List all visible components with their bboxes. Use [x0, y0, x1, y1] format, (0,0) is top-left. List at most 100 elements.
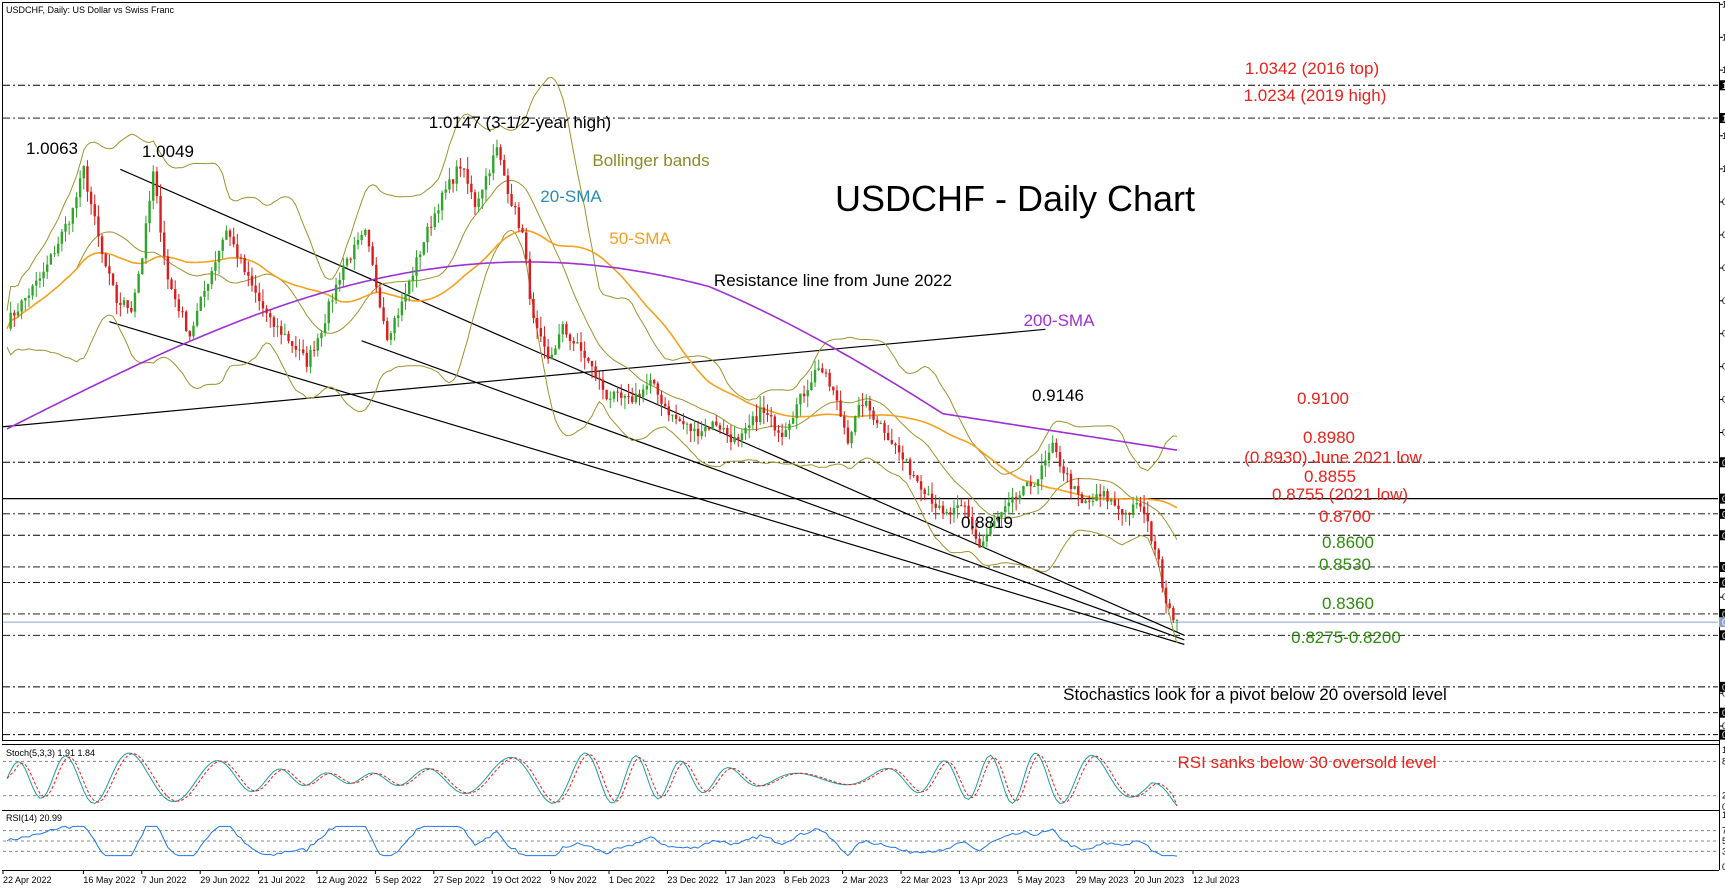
candle-body: [952, 508, 956, 515]
candle-body: [16, 311, 20, 316]
candle-body: [945, 512, 948, 514]
candle-body: [1029, 482, 1032, 487]
candle-body: [320, 332, 323, 339]
candle-body: [773, 416, 777, 431]
annotation-label: 0.8360: [1322, 594, 1374, 613]
candle-body: [115, 285, 118, 303]
candle-body: [440, 192, 444, 211]
candle-body: [813, 369, 817, 383]
candle-body: [656, 383, 660, 395]
highlighted-price-label: 1.02340: [1722, 114, 1725, 124]
candle-body: [503, 159, 506, 176]
candle-body: [919, 481, 923, 490]
candle-body: [930, 493, 934, 504]
candle-body: [31, 285, 34, 296]
candle-body: [298, 349, 301, 351]
stoch-axis-label: 80.00: [1722, 756, 1725, 766]
price-axis-label: 1.01755: [1722, 131, 1725, 141]
candle-body: [1150, 521, 1153, 542]
annotation-label: 50-SMA: [609, 229, 671, 248]
time-axis-label: 8 Feb 2023: [784, 875, 830, 885]
annotation-label: 0.8275-0.8200: [1291, 628, 1401, 647]
candle-body: [916, 475, 919, 482]
candle-body: [897, 445, 901, 453]
highlighted-price-box: [1719, 561, 1725, 572]
candle-body: [148, 200, 151, 224]
candle-body: [766, 412, 769, 416]
candle-body: [561, 324, 564, 335]
candle-body: [949, 512, 952, 515]
candle-body: [334, 284, 338, 301]
candle-body: [64, 223, 67, 232]
candle-body: [514, 205, 517, 208]
time-axis-label: 16 May 2022: [83, 875, 135, 885]
highlighted-price-box: [1719, 729, 1725, 740]
candle-body: [875, 419, 879, 424]
rsi-axis-label: 0.00: [1722, 862, 1725, 872]
candle-body: [104, 254, 107, 267]
candle-body: [20, 300, 23, 312]
highlighted-price-box: [1719, 630, 1725, 641]
candle-body: [960, 505, 963, 507]
candle-body: [27, 295, 31, 298]
candle-body: [1124, 512, 1128, 515]
candle-body: [35, 280, 38, 286]
candle-body: [1011, 496, 1014, 503]
candle-body: [689, 423, 692, 432]
candle-body: [331, 300, 334, 302]
annotation-label: 1.0147 (3-1/2-year high): [429, 113, 611, 132]
highlighted-price-label: 0.87036: [1722, 578, 1725, 588]
candle-body: [82, 166, 85, 179]
price-axis-label: 0.94150: [1722, 362, 1725, 372]
highlighted-price-box: [1719, 681, 1725, 692]
highlighted-price-label: 0.86003: [1722, 609, 1725, 619]
highlighted-price-box: [1719, 113, 1725, 124]
annotation-label: 20-SMA: [540, 187, 602, 206]
time-axis-label: 13 Apr 2023: [959, 875, 1008, 885]
candle-body: [989, 526, 992, 535]
time-axis-label: 22 Apr 2022: [3, 875, 52, 885]
candle-body: [386, 321, 389, 340]
candle-body: [824, 372, 828, 374]
annotation-label: 0.8819: [961, 513, 1013, 532]
candle-body: [1128, 512, 1131, 515]
candle-body: [477, 198, 480, 208]
candle-body: [173, 289, 177, 300]
candle-body: [400, 301, 404, 316]
annotation-label: 0.8855: [1304, 467, 1356, 486]
highlighted-price-box: [1719, 608, 1725, 619]
candle-body: [130, 307, 133, 312]
candle-body: [883, 423, 886, 433]
candle-body: [707, 426, 711, 430]
time-axis-label: 5 May 2023: [1018, 875, 1065, 885]
candle-body: [1062, 466, 1065, 474]
candle-body: [517, 207, 521, 228]
candle-body: [100, 236, 104, 255]
candle-body: [729, 434, 733, 443]
highlighted-price-label: 0.89802: [1722, 494, 1725, 504]
candle-body: [316, 338, 319, 351]
candle-body: [232, 236, 235, 245]
time-axis-label: 19 Oct 2022: [492, 875, 541, 885]
candle-body: [543, 336, 546, 347]
candle-body: [108, 266, 111, 274]
candle-body: [210, 270, 213, 285]
candle-body: [879, 423, 883, 425]
candle-body: [484, 176, 488, 190]
candle-body: [166, 256, 170, 280]
candle-body: [495, 147, 499, 156]
candle-body: [868, 400, 872, 411]
candle-body: [645, 385, 649, 390]
highlighted-price-box: [1719, 457, 1725, 468]
candle-body: [93, 204, 96, 217]
stoch-indicator-info: Stoch(5,3,3) 1.91 1.84: [6, 748, 95, 758]
candle-body: [345, 258, 349, 266]
candle-body: [119, 302, 122, 305]
candle-body: [1033, 486, 1036, 488]
time-axis-label: 23 Dec 2022: [667, 875, 718, 885]
candle-body: [894, 443, 897, 446]
candle-body: [1047, 452, 1051, 461]
candle-body: [360, 234, 363, 241]
